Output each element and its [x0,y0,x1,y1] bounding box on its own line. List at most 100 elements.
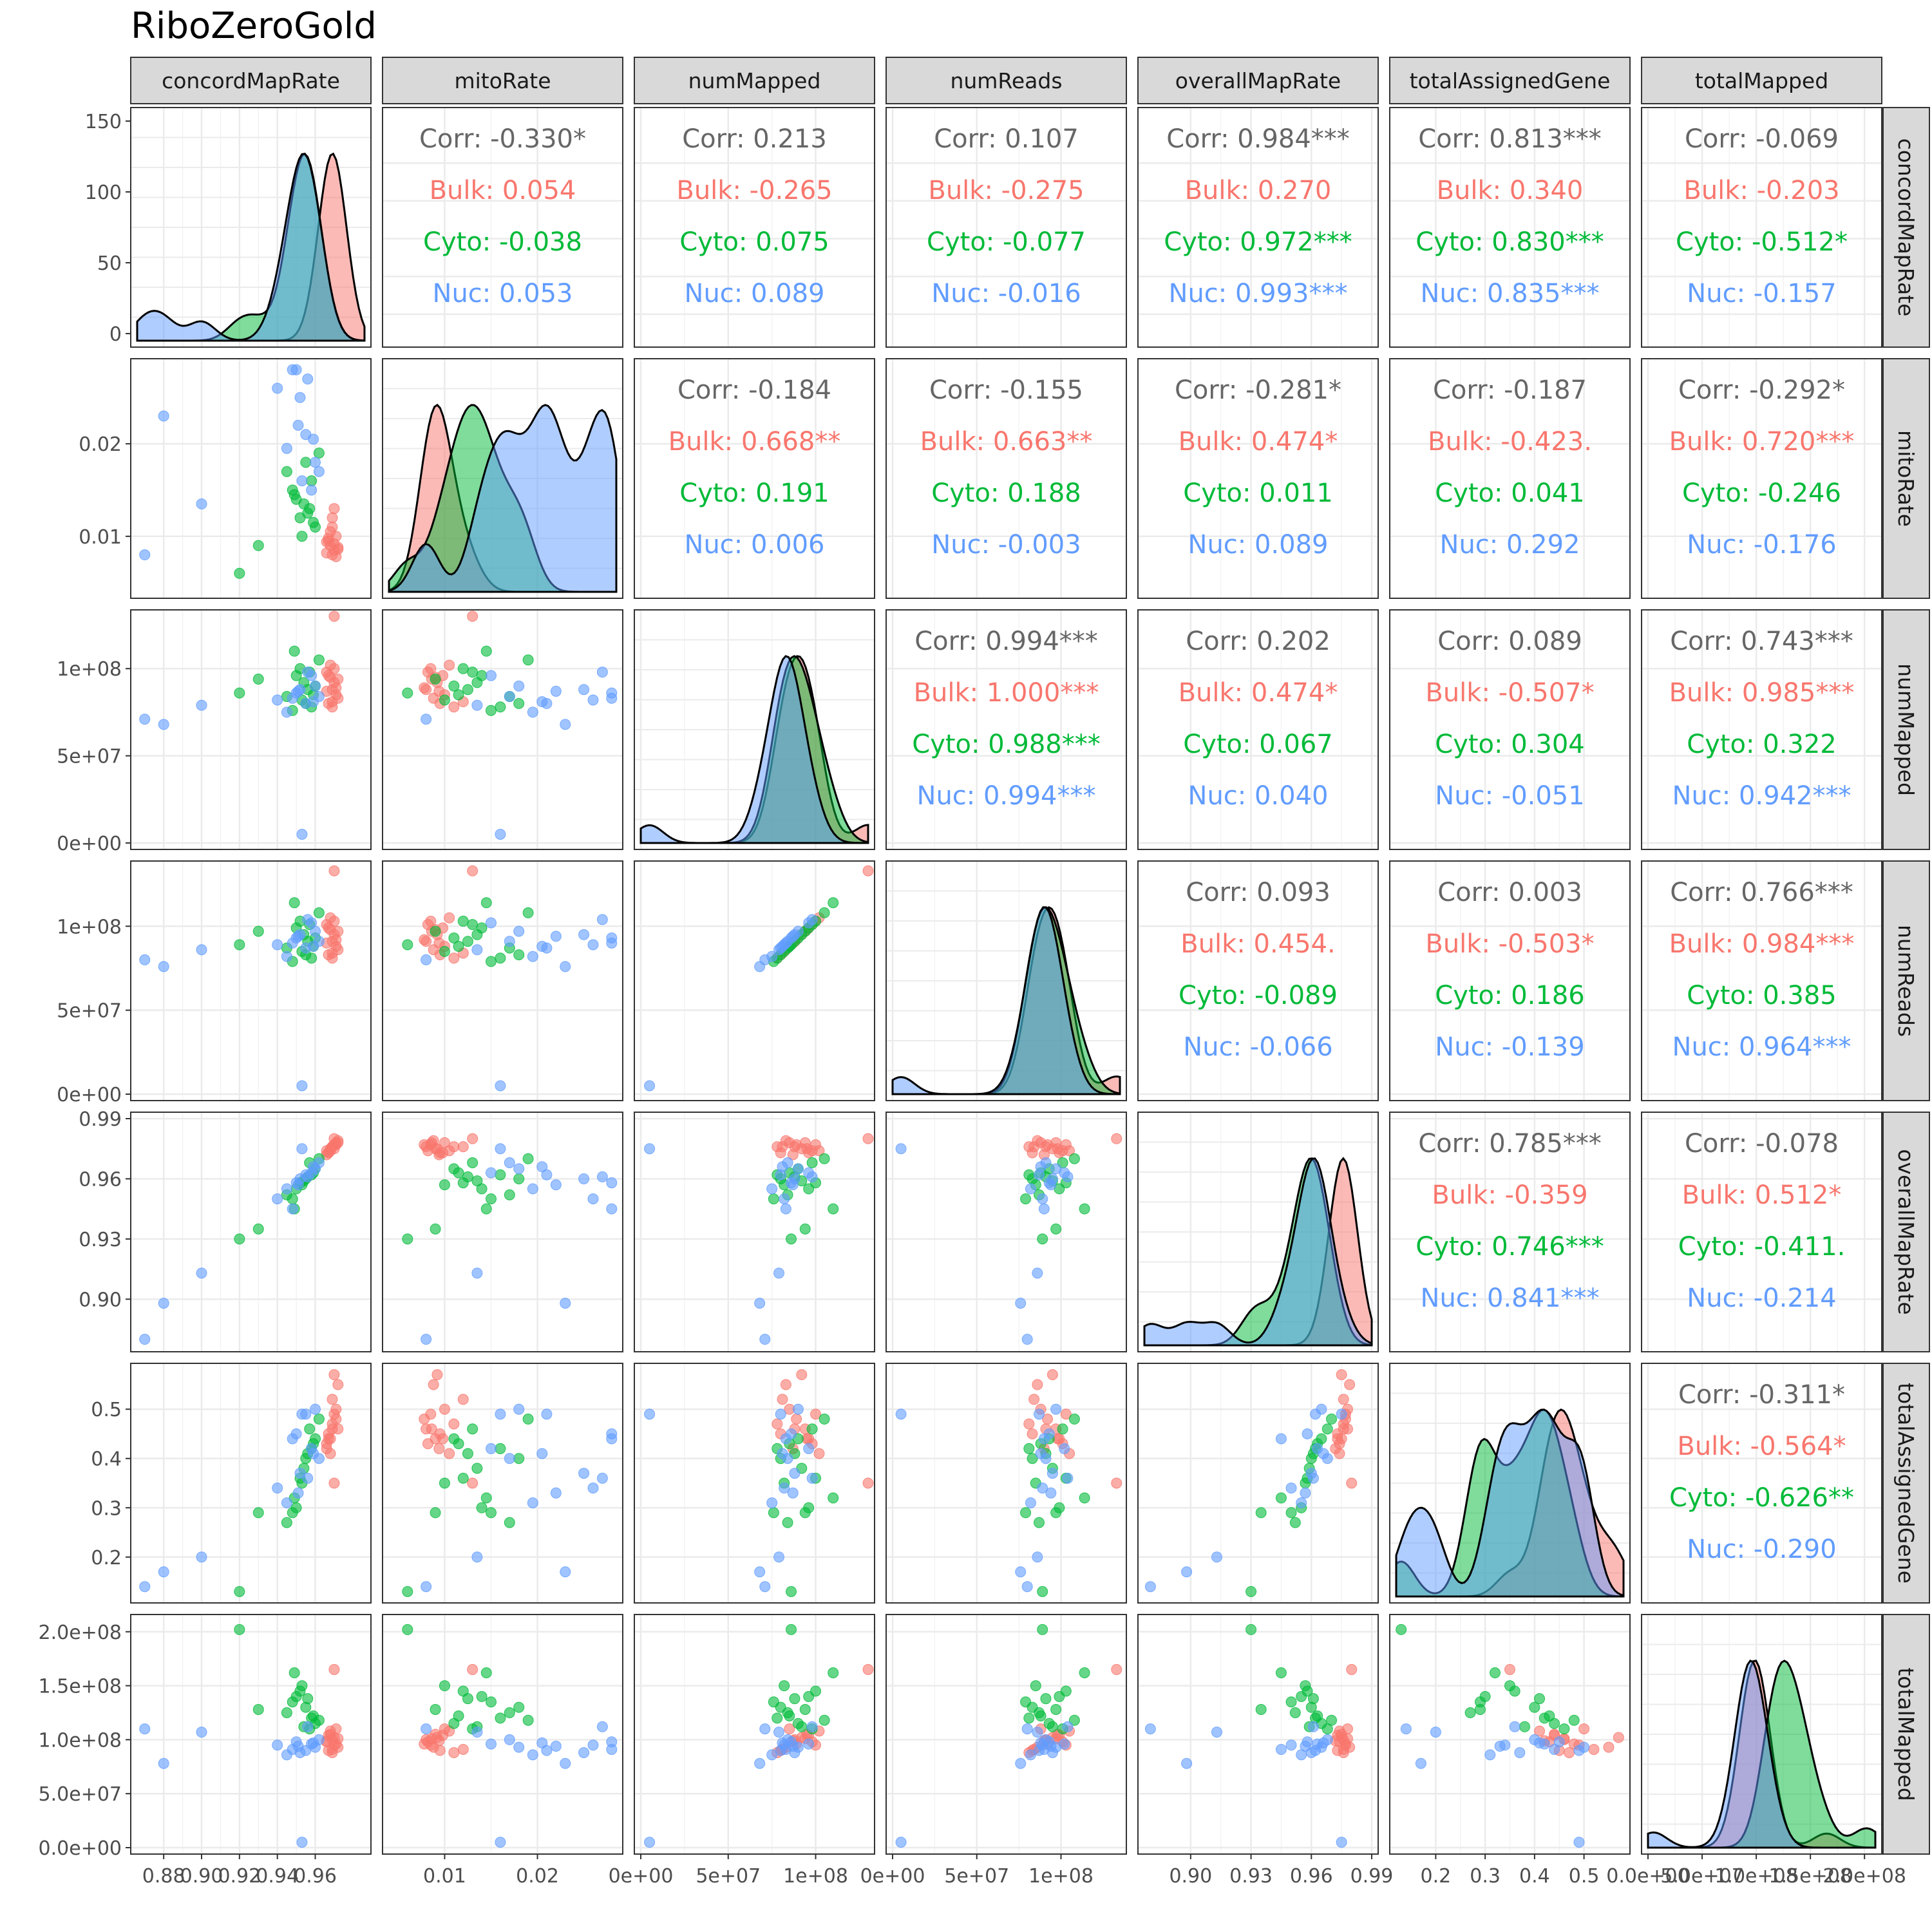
scatter-point-bulk [784,1723,795,1735]
scatter-point-cyto [819,1414,830,1425]
corr-nuc-text: Nuc: 0.942*** [1672,781,1852,811]
scatter-point-nuc [513,1741,525,1753]
scatter-point-nuc [766,1497,778,1509]
panel-mitoRate-numReads: Corr: -0.155 Bulk: 0.663** Cyto: 0.188 Nuc:… [886,358,1127,599]
scatter-point-cyto [1285,1507,1297,1519]
scatter-point-cyto [462,1448,473,1459]
scatter-point-cyto [819,907,830,918]
y-tick-label: 50 [97,252,122,275]
scatter-point-bulk [1346,1663,1358,1675]
scatter-point-nuc [513,925,525,937]
scatter-point-nuc [1275,1743,1287,1755]
scatter-point-bulk [467,1477,478,1489]
corr-text: Corr: 0.213 [682,124,827,154]
scatter-point-nuc [513,680,525,692]
scatter-point-nuc [596,914,608,925]
strip-right-totalAssignedGene [1882,1363,1930,1604]
corr-nuc-text: Nuc: -0.139 [1435,1032,1584,1062]
panel-overallMapRate-numMapped [634,1112,875,1352]
panel-numMapped-totalAssignedGene: Corr: 0.089 Bulk: -0.507* Cyto: 0.304 Nuc: … [1389,609,1631,850]
scatter-point-cyto [430,673,441,685]
scatter-point-nuc [310,680,321,692]
corr-cyto-text: Cyto: -0.246 [1682,478,1841,508]
scatter-point-cyto [402,687,413,699]
panel-bg [634,861,875,1101]
panel-numReads-totalAssignedGene: Corr: 0.003 Bulk: -0.503* Cyto: 0.186 Nuc: … [1389,860,1631,1101]
panel-border [130,358,372,599]
scatter-point-nuc [779,1482,790,1494]
panel-totalMapped-overallMapRate [1137,1614,1379,1855]
panel-border [382,1363,623,1604]
scatter-point-cyto [772,1712,783,1724]
scatter-point-bulk [1344,1379,1356,1390]
scatter-point-cyto [810,1685,822,1697]
corr-text: Corr: 0.107 [934,124,1079,154]
scatter-point-nuc [777,1737,788,1748]
panel-border [1137,1363,1379,1604]
scatter-point-nuc [281,442,292,454]
corr-text: Corr: 0.003 [1437,878,1582,907]
panel-border [634,107,875,348]
scatter-point-nuc [1033,1408,1045,1420]
panel-numMapped-concordMapRate [130,609,372,850]
corr-text: Corr: 0.994*** [914,627,1098,656]
scatter-point-cyto [522,654,534,666]
panel-border [1641,1614,1882,1855]
corr-cyto-text: Cyto: 0.385 [1687,981,1836,1010]
scatter-point-cyto [1079,1492,1090,1504]
corr-text: Corr: 0.093 [1186,878,1331,907]
panel-bg [1642,610,1882,849]
scatter-point-nuc [292,685,304,697]
scatter-point-bulk [1111,1663,1122,1675]
scatter-point-cyto [467,919,478,931]
corr-nuc-text: Nuc: -0.157 [1687,279,1836,308]
panel-bg [1138,1363,1378,1603]
strip-right-label-totalMapped: totalMapped [1893,1667,1918,1801]
scatter-point-nuc [560,719,571,730]
scatter-point-cyto [1060,1685,1072,1697]
scatter-point-bulk [419,934,430,945]
scatter-point-nuc [596,1472,608,1484]
scatter-point-bulk [328,503,340,515]
scatter-point-cyto [504,1189,515,1200]
scatter-point-cyto [1057,1423,1068,1435]
scatter-point-cyto [786,1586,797,1597]
scatter-point-nuc [536,1161,548,1173]
scatter-point-nuc [773,1267,785,1279]
scatter-point-nuc [296,475,308,487]
corr-bulk-text: Bulk: 0.720*** [1669,427,1855,457]
scatter-point-bulk [327,696,338,708]
scatter-point-bulk [1613,1732,1624,1743]
scatter-point-bulk [330,1414,342,1425]
scatter-point-cyto [308,516,319,528]
scatter-point-cyto [1050,1507,1062,1519]
scatter-point-nuc [513,1163,525,1175]
scatter-point-cyto [779,1680,790,1692]
scatter-point-cyto [1568,1714,1580,1726]
scatter-point-nuc [310,457,321,468]
scatter-point-bulk [327,512,338,524]
scatter-point-cyto [1068,1153,1080,1164]
scatter-point-cyto [234,1624,245,1635]
panel-border [1389,107,1631,348]
scatter-point-nuc [196,498,207,510]
scatter-point-nuc [1038,1433,1050,1444]
scatter-point-nuc [787,1487,799,1499]
panel-border [886,860,1127,1101]
panel-overallMapRate-overallMapRate [1137,1112,1379,1352]
panel-border [1641,1112,1882,1352]
scatter-point-nuc [196,944,207,956]
scatter-point-cyto [828,1667,839,1678]
scatter-point-bulk [862,1663,874,1675]
corr-cyto-text: Cyto: 0.191 [679,478,829,508]
x-tick-label: 0.3 [1470,1865,1501,1888]
scatter-point-nuc [550,1740,562,1752]
scatter-point-bulk [1336,1369,1347,1381]
panel-totalAssignedGene-numMapped [634,1363,875,1604]
panel-bg [1138,610,1378,849]
scatter-point-cyto [430,1703,441,1715]
panel-bg [1642,1112,1882,1352]
scatter-point-nuc [780,1433,791,1444]
scatter-point-nuc [513,1403,525,1415]
scatter-point-nuc [596,1171,608,1182]
